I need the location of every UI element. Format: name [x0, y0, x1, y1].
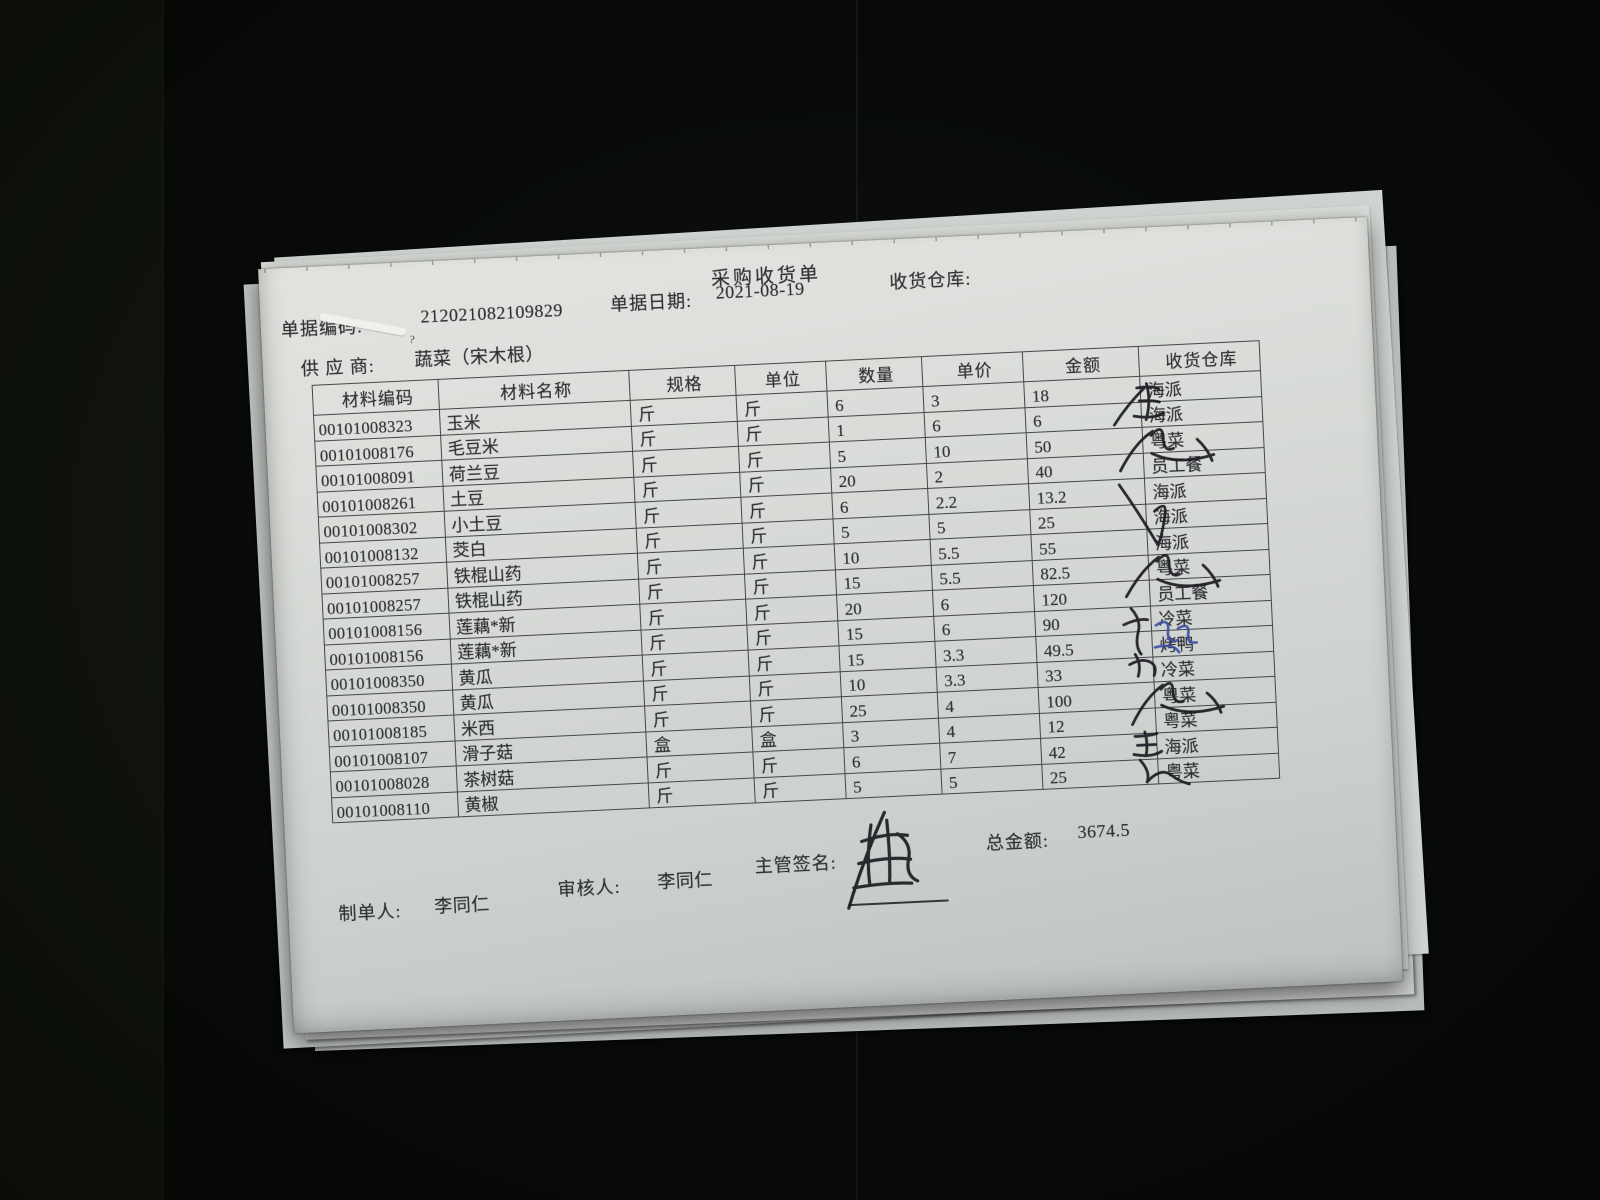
column-header: 数量	[825, 356, 923, 392]
table-body: 00101008323 玉米斤斤 6 3 18 海派 00101008176 毛豆米斤斤 1 6 6…	[313, 370, 1280, 823]
items-table: 材料编码 材料名称 规格 单位 数量 单价 金额 收货仓库 00101008323 玉米斤斤 6 3…	[312, 340, 1281, 823]
maker-value: 李同仁	[433, 894, 491, 917]
table-cell-unit: 斤	[754, 773, 847, 803]
supplier-value: 蔬菜（宋木根）	[414, 343, 545, 370]
background-panel-left	[0, 0, 162, 1200]
supervisor-sign-label: 主管签名:	[754, 852, 838, 877]
receipt-sheet: 采购收货单 单据编码: 212021082109829 单据日期: 2021-0…	[258, 216, 1403, 1034]
table-cell-spec: 斤	[648, 777, 756, 808]
table-cell-warehouse: 粤菜	[1157, 752, 1280, 784]
reviewer-label: 审核人:	[557, 876, 622, 900]
column-header: 单价	[921, 351, 1024, 387]
background-seam	[162, 0, 164, 1200]
column-header: 单位	[734, 361, 827, 396]
doc-date-value: 2021-08-19	[715, 278, 806, 303]
reviewer-value: 李同仁	[656, 869, 714, 893]
table-cell-amount: 25	[1041, 758, 1159, 790]
total-label: 总金额:	[985, 830, 1050, 854]
receive-warehouse-label: 收货仓库:	[888, 268, 972, 293]
table-cell-price: 5	[940, 763, 1043, 795]
paper-stack: 采购收货单 单据编码: 212021082109829 单据日期: 2021-0…	[243, 189, 1429, 1051]
signature-line	[848, 899, 949, 907]
stray-pen-mark: ?	[408, 333, 416, 347]
supervisor-signature	[847, 810, 920, 910]
supplier-label: 供 应 商:	[300, 355, 376, 380]
doc-date-label: 单据日期:	[609, 290, 693, 315]
table-cell-code: 00101008110	[331, 791, 459, 823]
doc-code-value: 212021082109829	[420, 299, 564, 327]
total-value: 3674.5	[1077, 819, 1131, 843]
maker-label: 制单人:	[338, 901, 402, 925]
table-cell-qty: 5	[844, 768, 943, 799]
